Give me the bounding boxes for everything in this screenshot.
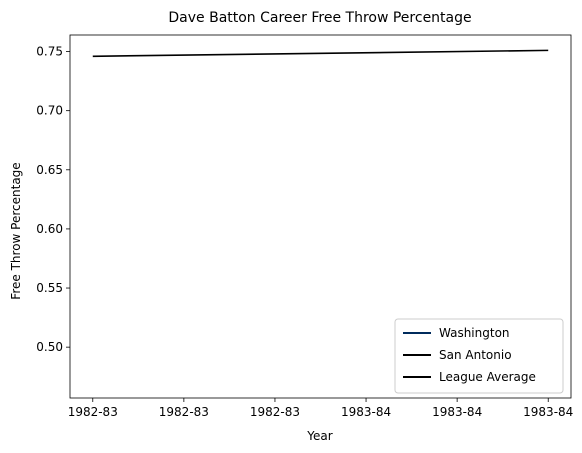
chart-title: Dave Batton Career Free Throw Percentage xyxy=(168,10,471,26)
x-tick-label: 1982-83 xyxy=(159,405,209,419)
legend-entry: San Antonio xyxy=(439,348,512,362)
y-tick-label: 0.50 xyxy=(36,340,63,354)
legend-entry: League Average xyxy=(439,370,536,384)
x-axis-label: Year xyxy=(306,429,332,443)
y-tick-label: 0.60 xyxy=(36,222,63,236)
x-tick-label: 1983-84 xyxy=(432,405,482,419)
y-tick-label: 0.75 xyxy=(36,45,63,59)
legend-entry: Washington xyxy=(439,326,510,340)
y-tick-label: 0.65 xyxy=(36,163,63,177)
x-tick-label: 1983-84 xyxy=(341,405,391,419)
series-line-2 xyxy=(93,50,548,56)
y-axis-label: Free Throw Percentage xyxy=(9,162,23,299)
legend: Washington San Antonio League Average xyxy=(395,319,563,393)
x-tick-label: 1982-83 xyxy=(68,405,118,419)
y-tick-label: 0.70 xyxy=(36,104,63,118)
x-tick-label: 1982-83 xyxy=(250,405,300,419)
x-tick-label: 1983-84 xyxy=(523,405,573,419)
y-tick-label: 0.55 xyxy=(36,281,63,295)
